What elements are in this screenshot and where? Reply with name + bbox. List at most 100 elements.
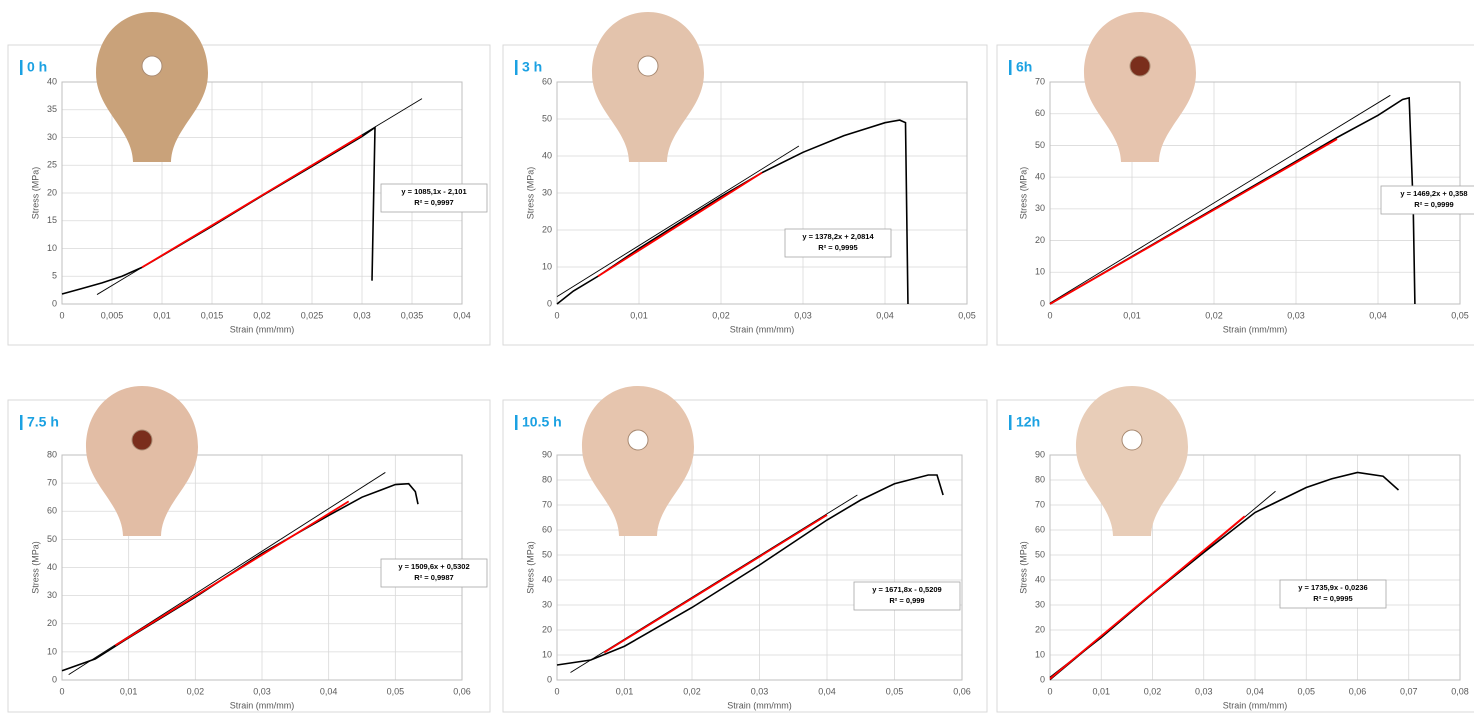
title-bar xyxy=(515,415,518,430)
y-tick-label: 80 xyxy=(47,449,57,459)
y-axis-label: Stress (MPa) xyxy=(1018,167,1028,220)
y-tick-label: 20 xyxy=(542,224,552,234)
y-tick-label: 30 xyxy=(1035,599,1045,609)
y-tick-label: 50 xyxy=(542,549,552,559)
y-tick-label: 10 xyxy=(542,649,552,659)
x-tick-label: 0 xyxy=(554,310,559,320)
x-tick-label: 0,04 xyxy=(453,310,471,320)
y-tick-label: 5 xyxy=(52,271,57,281)
specimen-hole xyxy=(628,430,648,450)
y-tick-label: 20 xyxy=(47,187,57,197)
panel-frame xyxy=(997,400,1474,712)
chart-title: 3 h xyxy=(522,59,542,75)
x-tick-label: 0,04 xyxy=(818,686,836,696)
y-tick-label: 50 xyxy=(1035,549,1045,559)
x-tick-label: 0,05 xyxy=(958,310,976,320)
x-tick-label: 0,03 xyxy=(253,686,271,696)
x-tick-label: 0,015 xyxy=(201,310,224,320)
y-tick-label: 80 xyxy=(1035,474,1045,484)
chart-title: 0 h xyxy=(27,59,47,75)
y-tick-label: 70 xyxy=(47,478,57,488)
y-tick-label: 10 xyxy=(1035,267,1045,277)
x-tick-label: 0,025 xyxy=(301,310,324,320)
y-tick-label: 30 xyxy=(542,187,552,197)
y-tick-label: 30 xyxy=(47,132,57,142)
y-tick-label: 50 xyxy=(47,534,57,544)
y-tick-label: 60 xyxy=(542,524,552,534)
x-tick-label: 0,05 xyxy=(886,686,904,696)
equation-text: y = 1735,9x - 0,0236 xyxy=(1298,583,1367,592)
x-tick-label: 0,01 xyxy=(616,686,634,696)
y-tick-label: 30 xyxy=(47,590,57,600)
x-tick-label: 0 xyxy=(59,310,64,320)
x-tick-label: 0 xyxy=(1047,310,1052,320)
x-tick-label: 0,01 xyxy=(630,310,648,320)
x-tick-label: 0,06 xyxy=(453,686,471,696)
y-tick-label: 70 xyxy=(1035,76,1045,86)
y-tick-label: 40 xyxy=(47,562,57,572)
y-tick-label: 90 xyxy=(542,449,552,459)
x-tick-label: 0,06 xyxy=(953,686,971,696)
chart-panel: 051015202530354000,0050,010,0150,020,025… xyxy=(8,12,490,345)
y-tick-label: 20 xyxy=(542,624,552,634)
x-tick-label: 0,08 xyxy=(1451,686,1469,696)
y-tick-label: 40 xyxy=(542,574,552,584)
x-tick-label: 0 xyxy=(59,686,64,696)
x-axis-label: Strain (mm/mm) xyxy=(727,700,792,710)
equation-text: y = 1378,2x + 2,0814 xyxy=(802,232,874,241)
equation-text: R² = 0,9997 xyxy=(414,198,453,207)
y-tick-label: 50 xyxy=(542,113,552,123)
specimen-hole xyxy=(132,430,152,450)
y-tick-label: 30 xyxy=(1035,203,1045,213)
y-tick-label: 70 xyxy=(1035,499,1045,509)
x-tick-label: 0,02 xyxy=(1205,310,1223,320)
x-axis-label: Strain (mm/mm) xyxy=(1223,700,1288,710)
x-tick-label: 0 xyxy=(1047,686,1052,696)
x-tick-label: 0 xyxy=(554,686,559,696)
specimen-hole xyxy=(1122,430,1142,450)
specimen-hole xyxy=(1130,56,1150,76)
y-tick-label: 20 xyxy=(47,618,57,628)
y-tick-label: 20 xyxy=(1035,235,1045,245)
y-tick-label: 0 xyxy=(1040,674,1045,684)
y-tick-label: 70 xyxy=(542,499,552,509)
x-tick-label: 0,02 xyxy=(712,310,730,320)
y-tick-label: 10 xyxy=(47,243,57,253)
x-tick-label: 0,01 xyxy=(153,310,171,320)
x-tick-label: 0,05 xyxy=(1451,310,1469,320)
chart-panel: 0102030405060708000,010,020,030,040,050,… xyxy=(8,386,490,712)
y-axis-label: Stress (MPa) xyxy=(525,541,535,594)
y-tick-label: 20 xyxy=(1035,624,1045,634)
y-tick-label: 0 xyxy=(547,298,552,308)
y-tick-label: 0 xyxy=(52,298,57,308)
x-tick-label: 0,02 xyxy=(683,686,701,696)
x-tick-label: 0,04 xyxy=(1369,310,1387,320)
figure: 051015202530354000,0050,010,0150,020,025… xyxy=(0,0,1474,714)
chart-title: 7.5 h xyxy=(27,414,59,430)
equation-text: y = 1469,2x + 0,358 xyxy=(1400,189,1467,198)
x-axis-label: Strain (mm/mm) xyxy=(230,324,295,334)
panel-frame xyxy=(503,45,987,345)
title-bar xyxy=(20,415,23,430)
x-tick-label: 0,06 xyxy=(1349,686,1367,696)
x-tick-label: 0,03 xyxy=(1287,310,1305,320)
y-tick-label: 80 xyxy=(542,474,552,484)
y-tick-label: 40 xyxy=(47,76,57,86)
equation-text: R² = 0,9987 xyxy=(414,573,453,582)
title-bar xyxy=(1009,60,1012,75)
x-tick-label: 0,02 xyxy=(1144,686,1162,696)
x-tick-label: 0,04 xyxy=(1246,686,1264,696)
y-axis-label: Stress (MPa) xyxy=(1018,541,1028,594)
x-tick-label: 0,04 xyxy=(876,310,894,320)
y-tick-label: 60 xyxy=(542,76,552,86)
title-bar xyxy=(515,60,518,75)
x-tick-label: 0,02 xyxy=(187,686,205,696)
equation-text: R² = 0,9999 xyxy=(1414,200,1453,209)
x-tick-label: 0,03 xyxy=(1195,686,1213,696)
x-tick-label: 0,07 xyxy=(1400,686,1418,696)
chart-panel: 010203040506000,010,020,030,040,05Strain… xyxy=(503,12,987,345)
y-tick-label: 10 xyxy=(47,646,57,656)
chart-title: 6h xyxy=(1016,59,1032,75)
x-axis-label: Strain (mm/mm) xyxy=(1223,324,1288,334)
y-axis-label: Stress (MPa) xyxy=(525,167,535,220)
